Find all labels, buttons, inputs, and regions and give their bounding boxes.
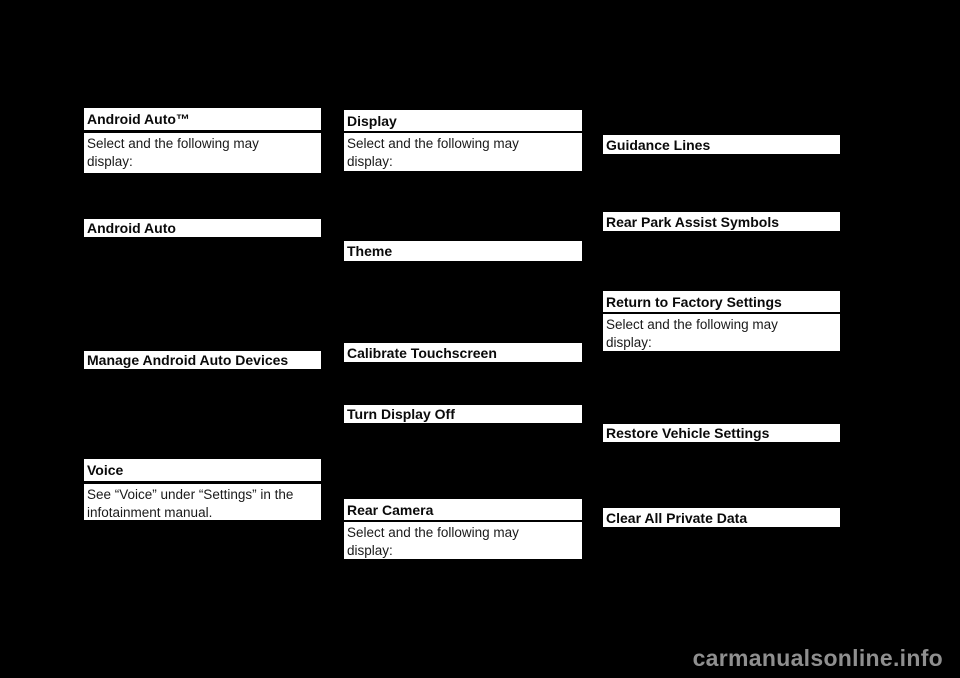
watermark: carmanualsonline.info xyxy=(692,645,943,671)
section-heading-android-auto-tm: Android Auto™ xyxy=(84,108,321,130)
section-heading-rear-park-assist-symbols: Rear Park Assist Symbols xyxy=(603,212,840,231)
section-heading-calibrate-touchscreen: Calibrate Touchscreen xyxy=(344,343,582,362)
section-heading-return-to-factory-settings: Return to Factory Settings xyxy=(603,291,840,312)
section-heading-restore-vehicle-settings: Restore Vehicle Settings xyxy=(603,424,840,442)
section-body-voice: See “Voice” under “Settings” in the info… xyxy=(84,484,321,520)
section-heading-android-auto: Android Auto xyxy=(84,219,321,237)
section-body-android-auto-tm: Select and the following may display: xyxy=(84,133,321,173)
section-heading-clear-all-private-data: Clear All Private Data xyxy=(603,508,840,527)
section-heading-theme: Theme xyxy=(344,241,582,261)
section-heading-turn-display-off: Turn Display Off xyxy=(344,405,582,423)
section-heading-rear-camera: Rear Camera xyxy=(344,499,582,520)
section-body-display: Select and the following may display: xyxy=(344,133,582,171)
section-heading-guidance-lines: Guidance Lines xyxy=(603,135,840,154)
section-body-return-to-factory-settings: Select and the following may display: xyxy=(603,314,840,351)
section-heading-voice: Voice xyxy=(84,459,321,481)
section-heading-manage-android-auto-devices: Manage Android Auto Devices xyxy=(84,351,321,369)
section-heading-display: Display xyxy=(344,110,582,131)
section-body-rear-camera: Select and the following may display: xyxy=(344,522,582,559)
